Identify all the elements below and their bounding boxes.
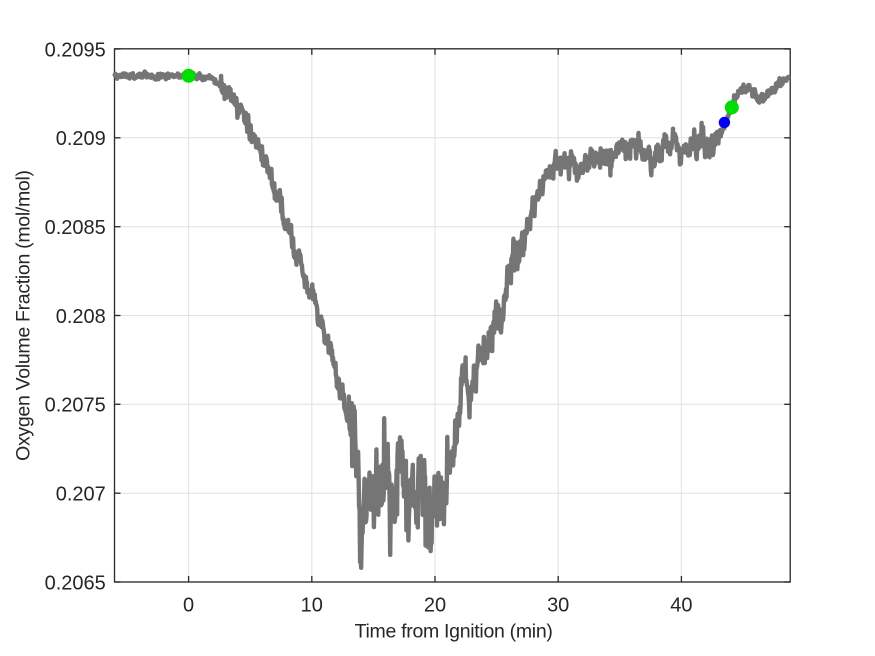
- svg-text:10: 10: [301, 595, 323, 617]
- svg-text:Oxygen Volume Fraction (mol/mo: Oxygen Volume Fraction (mol/mol): [13, 170, 35, 461]
- svg-text:0.2075: 0.2075: [45, 395, 106, 417]
- svg-text:40: 40: [670, 595, 692, 617]
- svg-text:0: 0: [183, 595, 194, 617]
- svg-text:0.2085: 0.2085: [45, 217, 106, 239]
- svg-text:0.209: 0.209: [56, 128, 106, 150]
- svg-text:20: 20: [424, 595, 446, 617]
- svg-text:Time from Ignition (min): Time from Ignition (min): [355, 621, 553, 643]
- svg-text:0.208: 0.208: [56, 306, 106, 328]
- svg-text:0.207: 0.207: [56, 484, 106, 506]
- svg-text:0.2095: 0.2095: [45, 39, 106, 61]
- svg-text:30: 30: [547, 595, 569, 617]
- svg-text:0.2065: 0.2065: [45, 572, 106, 594]
